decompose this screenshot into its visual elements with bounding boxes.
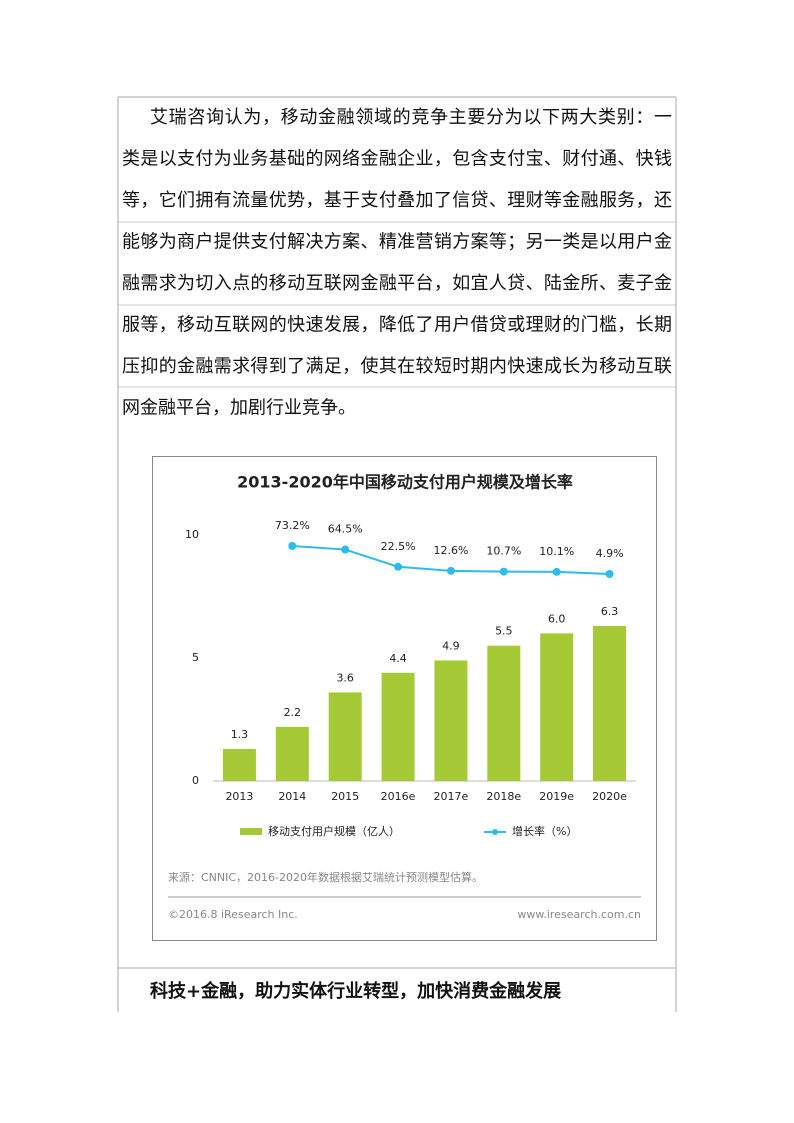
bar [381, 672, 415, 781]
bar [222, 749, 256, 781]
x-tick-label: 2016e [381, 790, 416, 803]
heading: 科技+金融，助力实体行业转型，加快消费金融发展 [150, 980, 562, 1002]
bar [328, 692, 362, 781]
bar [540, 633, 574, 781]
bar [434, 660, 468, 781]
paragraph-line: 压抑的金融需求得到了满足，使其在较短时期内快速成长为移动互联 [122, 356, 672, 377]
data-label: 5.5 [495, 625, 513, 638]
x-tick-label: 2018e [486, 790, 521, 803]
y-tick-label: 10 [185, 528, 199, 541]
data-label: 10.1% [539, 545, 574, 558]
point [499, 567, 508, 576]
point [446, 566, 455, 575]
copyright: ©2016.8 iResearch Inc. [168, 908, 298, 921]
legend-label: 增长率（%） [512, 824, 577, 838]
point [288, 541, 297, 550]
point [605, 569, 614, 578]
source: 来源：CNNIC，2016-2020年数据根据艾瑞统计预测模型估算。 [168, 870, 483, 884]
paragraph-line: 服等，移动互联网的快速发展，降低了用户借贷或理财的门槛，长期 [122, 315, 672, 336]
website: www.iresearch.com.cn [517, 908, 641, 921]
point [552, 567, 561, 576]
paragraph-line: 能够为商户提供支付解决方案、精准营销方案等；另一类是以用户金 [122, 232, 672, 253]
chart-title: 2013-2020年中国移动支付用户规模及增长率 [237, 473, 573, 492]
paragraph-line: 融需求为切入点的移动互联网金融平台，如宜人贷、陆金所、麦子金 [122, 273, 672, 294]
x-tick-label: 2019e [539, 790, 574, 803]
paragraph-line: 网金融平台，加剧行业竞争。 [122, 398, 356, 419]
data-label: 2.2 [284, 706, 302, 719]
x-tick-label: 2013 [225, 790, 253, 803]
data-label: 73.2% [275, 519, 310, 532]
paragraph-line: 类是以支付为业务基础的网络金融企业，包含支付宝、财付通、快钱 [122, 149, 672, 170]
y-tick-label: 0 [192, 774, 199, 787]
data-label: 4.9 [442, 639, 460, 652]
point [394, 562, 403, 571]
data-label: 4.9% [596, 547, 624, 560]
legend-swatch [240, 828, 262, 835]
x-tick-label: 2015 [331, 790, 359, 803]
x-tick-label: 2017e [434, 790, 469, 803]
legend-marker [492, 829, 498, 835]
data-label: 12.6% [433, 544, 468, 557]
data-label: 6.3 [601, 605, 619, 618]
x-tick-label: 2014 [278, 790, 306, 803]
legend-label: 移动支付用户规模（亿人） [268, 824, 400, 838]
paragraph-line: 等，它们拥有流量优势，基于支付叠加了信贷、理财等金融服务，还 [122, 190, 672, 211]
data-label: 64.5% [328, 523, 363, 536]
data-label: 22.5% [381, 540, 416, 553]
data-label: 4.4 [389, 652, 407, 665]
data-label: 3.6 [336, 671, 354, 684]
data-label: 1.3 [231, 728, 249, 741]
data-label: 10.7% [486, 545, 521, 558]
y-tick-label: 5 [192, 651, 199, 664]
data-label: 6.0 [548, 612, 566, 625]
x-tick-label: 2020e [592, 790, 627, 803]
paragraph-line: 艾瑞咨询认为，移动金融领域的竞争主要分为以下两大类别：一 [150, 107, 672, 128]
bar [275, 726, 309, 781]
point [341, 545, 350, 554]
bar [593, 626, 627, 781]
bar [487, 645, 521, 781]
